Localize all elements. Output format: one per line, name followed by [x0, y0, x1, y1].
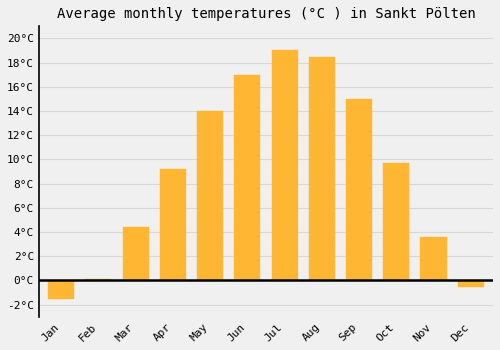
- Bar: [197, 111, 223, 280]
- Bar: [122, 227, 148, 280]
- Title: Average monthly temperatures (°C ) in Sankt Pölten: Average monthly temperatures (°C ) in Sa…: [56, 7, 476, 21]
- Bar: [272, 50, 297, 280]
- Bar: [160, 169, 186, 280]
- Bar: [86, 279, 112, 280]
- Bar: [458, 280, 483, 287]
- Bar: [48, 280, 74, 299]
- Bar: [346, 99, 372, 280]
- Bar: [383, 163, 409, 280]
- Bar: [420, 237, 446, 280]
- Bar: [308, 57, 335, 280]
- Bar: [234, 75, 260, 280]
